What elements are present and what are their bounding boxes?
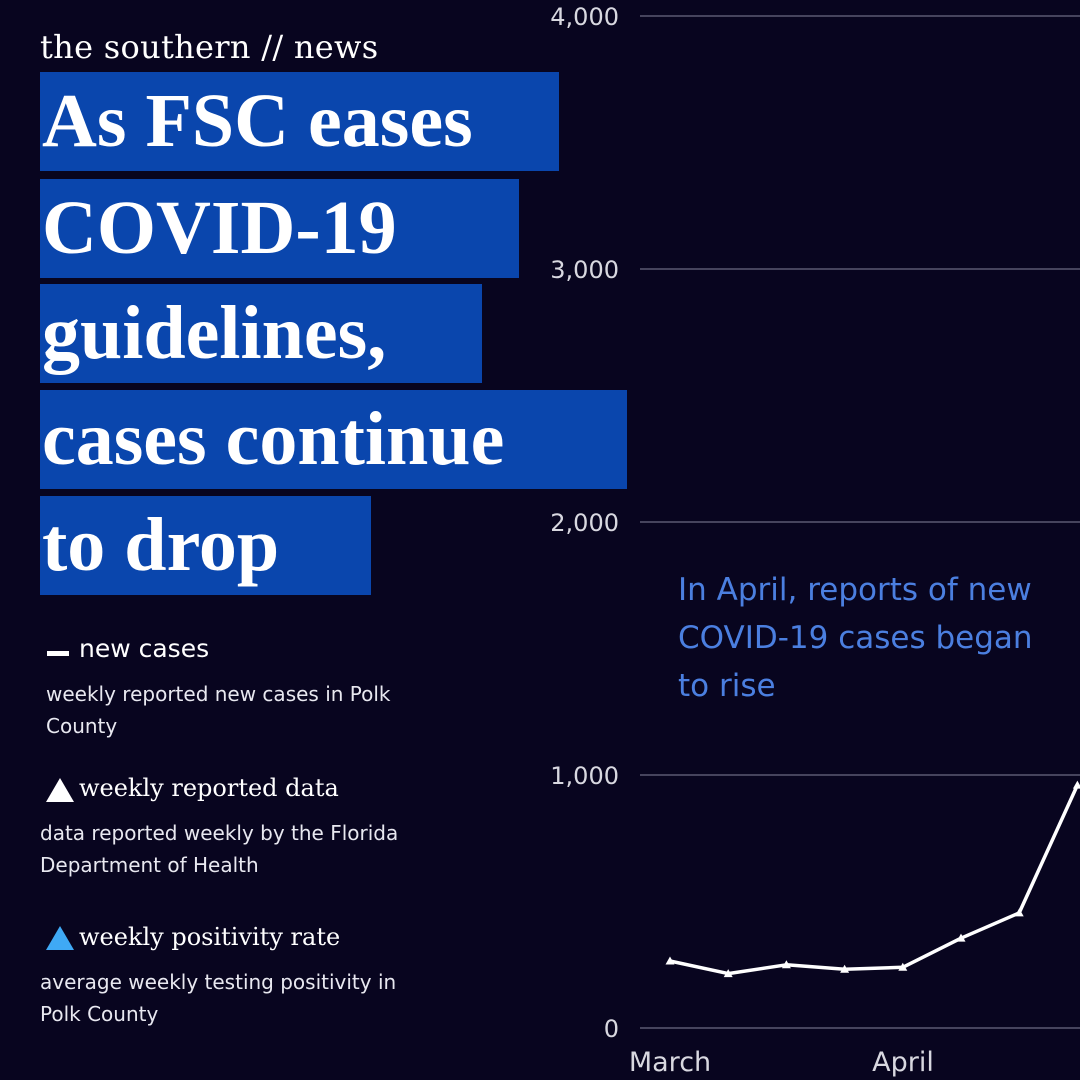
data-point-marker <box>840 964 850 973</box>
headline-line-3: guidelines, <box>40 284 482 383</box>
y-tick-label: 4,000 <box>550 3 619 31</box>
data-point-marker <box>723 969 733 978</box>
data-point-marker <box>956 933 966 942</box>
legend-new-cases-title: new cases <box>79 634 210 663</box>
legend-positivity-desc: average weekly testing positivity in Pol… <box>40 970 397 1026</box>
y-tick-label: 2,000 <box>550 509 619 537</box>
data-point-marker <box>781 960 791 969</box>
headline-line-4: cases continue <box>40 390 627 489</box>
series-line-new-cases <box>668 783 1080 976</box>
white-triangle-icon <box>46 778 74 802</box>
legend-weekly-reported-title: weekly reported data <box>79 774 339 802</box>
y-tick-label: 1,000 <box>550 762 619 790</box>
brand-name: the southern // news <box>40 28 379 66</box>
y-tick-label: 0 <box>604 1015 619 1043</box>
legend-weekly-reported-desc: data reported weekly by the Florida Depa… <box>40 821 399 877</box>
x-tick-label: March <box>629 1047 711 1078</box>
y-tick-label: 3,000 <box>550 256 619 284</box>
data-point-marker <box>665 956 675 965</box>
blue-triangle-icon <box>46 926 74 950</box>
headline-line-2: COVID-19 <box>40 179 519 278</box>
legend-new-cases-desc: weekly reported new cases in Polk County <box>46 682 391 738</box>
data-point-marker <box>1014 908 1024 917</box>
headline-line-1: As FSC eases <box>40 72 559 171</box>
chart-annotation: In April, reports of new COVID-19 cases … <box>678 572 1033 704</box>
data-point-marker <box>898 962 908 971</box>
x-tick-label: April <box>872 1047 934 1078</box>
legend-positivity-title: weekly positivity rate <box>79 923 341 951</box>
data-point-marker <box>1072 780 1080 789</box>
new-cases-line-swatch <box>47 651 69 656</box>
headline-line-5: to drop <box>40 496 371 595</box>
